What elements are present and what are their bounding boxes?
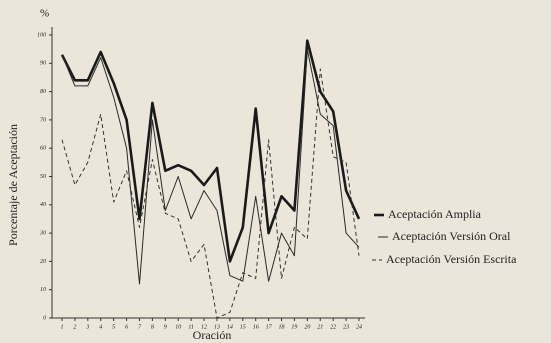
x-tick-label: 1 xyxy=(61,324,64,330)
x-tick-label: 20 xyxy=(304,324,310,330)
y-axis-label: Porcentaje de Aceptación xyxy=(6,124,20,246)
x-tick-label: 6 xyxy=(125,324,128,330)
x-tick-label: 4 xyxy=(99,323,102,330)
legend-label: Aceptación Amplia xyxy=(388,207,482,221)
x-tick-label: 3 xyxy=(85,324,89,330)
x-axis-label: Oración xyxy=(193,328,232,342)
x-tick-label: 22 xyxy=(330,324,336,330)
y-unit: % xyxy=(40,8,49,20)
y-tick-label: 40 xyxy=(40,201,46,208)
x-tick-label: 21 xyxy=(317,324,323,330)
series-line xyxy=(60,39,361,263)
x-tick-label: 18 xyxy=(279,324,285,330)
x-tick-label: 15 xyxy=(240,324,246,330)
x-tick-label: 5 xyxy=(112,324,115,330)
x-tick-label: 24 xyxy=(356,323,362,330)
x-tick-label: 19 xyxy=(291,324,297,330)
x-tick-label: 13 xyxy=(214,324,220,330)
x-tick-label: 17 xyxy=(266,324,273,330)
y-tick-label: 100 xyxy=(37,32,46,38)
x-tick-label: 12 xyxy=(201,324,207,330)
legend-label: Aceptación Versión Oral xyxy=(392,229,511,243)
y-tick-label: 30 xyxy=(39,230,46,236)
y-tick-label: 80 xyxy=(40,89,46,95)
x-tick-label: 10 xyxy=(175,324,181,330)
x-tick-label: 14 xyxy=(227,323,233,330)
x-tick-label: 16 xyxy=(253,324,259,330)
y-tick-label: 50 xyxy=(40,174,46,180)
x-tick-label: 9 xyxy=(164,324,167,330)
series-line xyxy=(61,48,360,285)
x-tick-label: 7 xyxy=(138,324,142,330)
y-tick-label: 20 xyxy=(40,259,46,265)
y-tick-label: 70 xyxy=(40,117,46,123)
y-tick-label: 0 xyxy=(43,315,46,321)
x-tick-label: 23 xyxy=(343,324,349,330)
series-line xyxy=(61,68,360,319)
y-tick-label: 60 xyxy=(40,146,46,152)
y-tick-label: 10 xyxy=(40,287,46,293)
legend-label: Aceptación Versión Escrita xyxy=(386,252,517,266)
y-tick-label: 90 xyxy=(40,61,46,67)
x-tick-label: 8 xyxy=(151,324,154,330)
x-tick-label: 11 xyxy=(188,324,194,330)
x-tick-label: 2 xyxy=(73,324,76,330)
